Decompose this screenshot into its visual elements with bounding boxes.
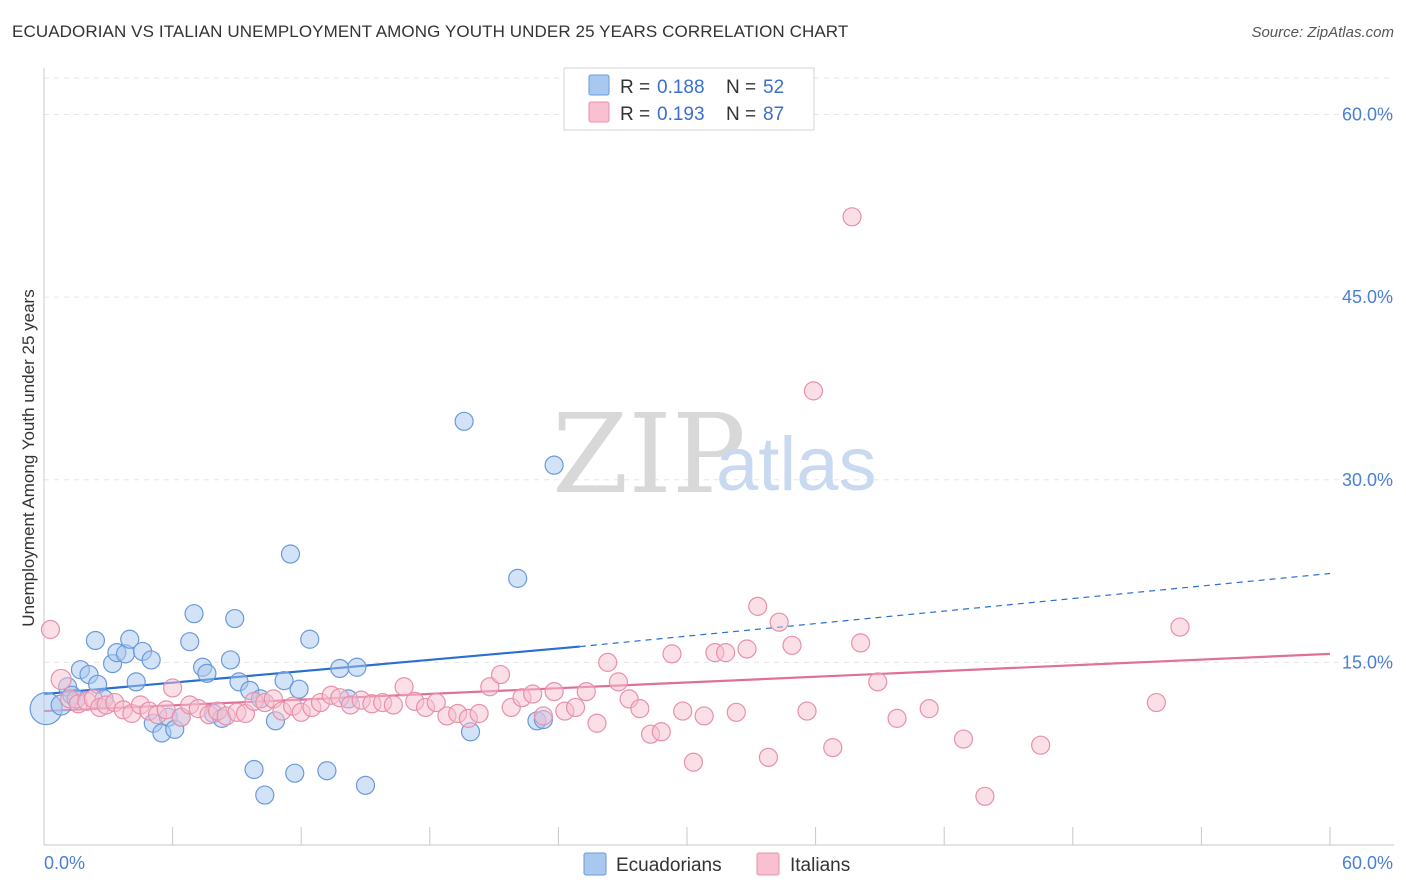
point-ecuadorians-14 <box>126 672 146 692</box>
point-italians-64 <box>662 644 682 664</box>
data-points <box>29 207 1190 806</box>
point-ecuadorians-22 <box>180 632 200 652</box>
point-italians-53 <box>544 681 564 702</box>
chart-title: ECUADORIAN VS ITALIAN UNEMPLOYMENT AMONG… <box>12 22 849 41</box>
x-tick-label-1: 60.0% <box>1342 853 1393 873</box>
legend-n-label-1: N = <box>726 77 756 98</box>
bottom-legend-swatch-italians <box>756 852 780 876</box>
bottom-legend-label-ecuadorians: Ecuadorians <box>616 855 722 876</box>
point-italians-56 <box>576 681 596 702</box>
point-ecuadorians-45 <box>355 775 376 795</box>
point-ecuadorians-29 <box>225 608 245 629</box>
point-italians-79 <box>842 207 862 227</box>
point-italians-63 <box>651 722 671 742</box>
point-ecuadorians-51 <box>544 455 564 475</box>
point-italians-73 <box>758 747 779 767</box>
point-italians-72 <box>748 596 768 616</box>
point-italians-77 <box>803 381 824 401</box>
point-ecuadorians-37 <box>280 544 301 564</box>
point-ecuadorians-25 <box>197 663 217 683</box>
legend-box: R = 0.188 N = 52 R = 0.193 N = 87 <box>563 67 815 131</box>
point-ecuadorians-44 <box>347 657 367 677</box>
point-italians-81 <box>868 672 888 692</box>
grid-lines <box>44 77 1394 663</box>
y-tick-label-2: 45.0% <box>1342 287 1393 307</box>
point-italians-61 <box>630 699 650 719</box>
x-tick-label-0: 0.0% <box>44 853 85 873</box>
point-italians-42 <box>426 692 446 713</box>
point-italians-88 <box>1170 617 1190 637</box>
x-tick-labels: 0.0% 60.0% <box>44 853 1393 873</box>
bottom-legend-swatch-ecuadorians <box>583 852 607 876</box>
y-axis-label: Unemployment Among Youth under 25 years <box>19 289 38 626</box>
point-italians-87 <box>1146 692 1166 713</box>
point-italians-52 <box>533 706 553 726</box>
point-ecuadorians-16 <box>141 650 161 670</box>
point-italians-70 <box>726 702 746 722</box>
legend-n-label-2: N = <box>726 104 756 125</box>
point-ecuadorians-42 <box>330 658 350 679</box>
point-ecuadorians-7 <box>85 630 106 651</box>
point-ecuadorians-13 <box>120 629 140 649</box>
point-italians-78 <box>823 738 843 758</box>
point-italians-51 <box>523 684 543 704</box>
y-tick-label-3: 60.0% <box>1342 105 1393 125</box>
y-tick-label-0: 15.0% <box>1342 652 1393 672</box>
legend-swatch-ecuadorians <box>588 74 610 96</box>
legend-r-label-1: R = <box>620 77 650 98</box>
point-italians-48 <box>490 664 511 685</box>
point-italians-75 <box>782 635 802 655</box>
point-italians-55 <box>565 697 586 718</box>
point-italians-38 <box>383 695 403 715</box>
point-italians-39 <box>394 677 414 697</box>
point-ecuadorians-36 <box>274 671 294 691</box>
point-italians-80 <box>851 633 871 653</box>
point-italians-84 <box>953 729 974 749</box>
legend-r-value-1: 0.188 <box>657 77 705 98</box>
point-italians-46 <box>469 703 489 724</box>
point-italians-15 <box>163 678 183 698</box>
point-italians-71 <box>737 639 757 659</box>
point-ecuadorians-38 <box>285 763 305 783</box>
bottom-legend: Ecuadorians Italians <box>583 852 850 876</box>
point-ecuadorians-32 <box>244 759 264 780</box>
source-label: Source: ZipAtlas.com <box>1251 24 1394 41</box>
point-italians-1 <box>50 668 72 691</box>
point-italians-67 <box>694 706 714 726</box>
point-italians-58 <box>598 652 618 672</box>
legend-r-value-2: 0.193 <box>657 104 705 125</box>
point-italians-86 <box>1031 735 1051 755</box>
point-italians-59 <box>608 672 629 692</box>
bottom-legend-label-italians: Italians <box>790 855 850 876</box>
watermark-zip: ZIP <box>552 390 746 518</box>
point-ecuadorians-34 <box>255 785 275 805</box>
point-ecuadorians-40 <box>300 629 320 649</box>
legend-n-value-1: 52 <box>763 77 784 98</box>
point-italians-66 <box>683 752 704 772</box>
point-italians-0 <box>40 619 61 640</box>
point-ecuadorians-28 <box>220 650 241 670</box>
point-italians-47 <box>480 677 500 697</box>
point-italians-83 <box>919 699 939 719</box>
point-ecuadorians-46 <box>454 411 474 431</box>
legend-r-label-2: R = <box>620 104 650 125</box>
legend-n-value-2: 87 <box>763 104 784 125</box>
y-tick-labels: 15.0% 30.0% 45.0% 60.0% <box>1342 105 1393 673</box>
point-italians-85 <box>975 786 995 806</box>
point-italians-76 <box>797 701 817 721</box>
point-ecuadorians-48 <box>508 568 528 588</box>
point-italians-69 <box>715 643 736 663</box>
point-italians-74 <box>769 612 789 632</box>
y-tick-label-1: 30.0% <box>1342 470 1393 490</box>
point-ecuadorians-23 <box>184 604 204 624</box>
point-italians-82 <box>887 708 907 728</box>
point-italians-57 <box>587 713 607 733</box>
watermark-atlas: atlas <box>716 422 877 507</box>
point-ecuadorians-39 <box>289 679 309 699</box>
trend-extension-ecuadorians <box>579 572 1331 648</box>
legend-swatch-italians <box>588 101 610 123</box>
point-italians-65 <box>673 701 693 721</box>
point-ecuadorians-41 <box>317 761 337 781</box>
